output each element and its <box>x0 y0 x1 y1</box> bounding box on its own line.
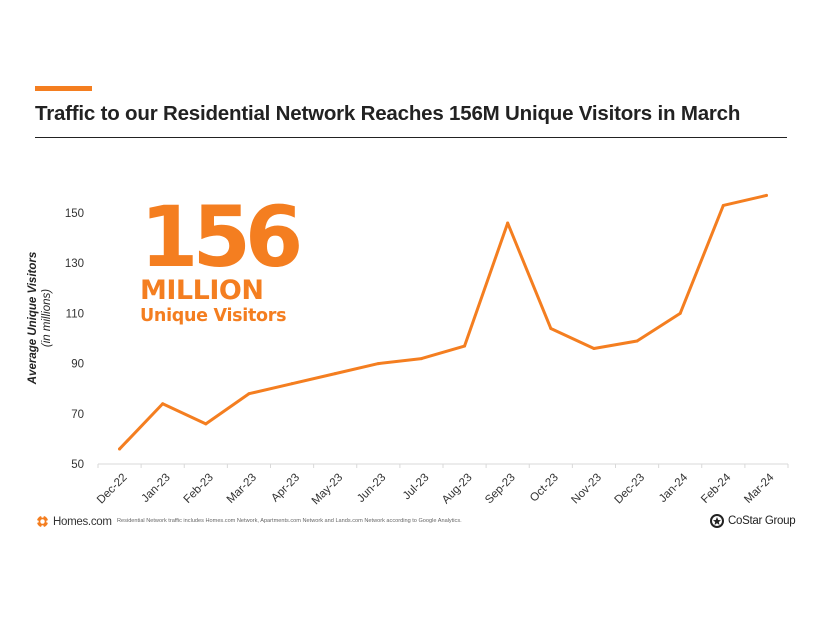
data-point <box>506 221 510 225</box>
costar-logo-icon <box>710 514 724 528</box>
y-tick-label: 90 <box>71 359 84 371</box>
x-tick-label: Jul-23 <box>401 472 432 503</box>
data-point <box>678 311 682 315</box>
data-point <box>635 339 639 343</box>
data-point <box>247 392 251 396</box>
x-tick-label: Feb-24 <box>699 471 734 506</box>
y-tick-label: 50 <box>71 459 84 471</box>
homes-logo-icon <box>36 515 49 528</box>
series-line <box>118 193 768 451</box>
x-tick-label: Dec-23 <box>612 472 647 507</box>
x-tick-label: Nov-23 <box>569 472 604 507</box>
costar-logo-text: CoStar Group <box>728 515 796 527</box>
x-tick-label: Apr-23 <box>269 472 302 505</box>
callout-label: Unique Visitors <box>140 306 287 326</box>
y-axis-label: Average Unique Visitors <box>27 252 39 386</box>
homes-logo: Homes.com <box>36 515 112 528</box>
x-tick-label: Feb-23 <box>182 472 216 506</box>
data-point <box>161 402 165 406</box>
data-point <box>463 344 467 348</box>
x-tick-label: Aug-23 <box>440 472 475 507</box>
data-point <box>549 326 553 330</box>
data-point <box>118 447 122 451</box>
x-tick-label: May-23 <box>310 472 346 508</box>
data-point <box>764 193 768 197</box>
x-tick-label: Oct-23 <box>528 472 561 505</box>
x-axis: Dec-22 Jan-23 Feb-23 Mar-23 Apr-23 May-23 Jun-… <box>95 463 789 508</box>
x-tick-label: Jun-23 <box>355 472 388 505</box>
callout-number: 156 <box>140 188 303 286</box>
data-point <box>290 382 294 386</box>
page-title: Traffic to our Residential Network Reach… <box>35 102 741 125</box>
x-tick-label: Sep-23 <box>483 472 518 507</box>
x-tick-label: Jan-23 <box>139 472 172 505</box>
x-tick-label: Mar-23 <box>225 472 259 506</box>
homes-logo-text: Homes.com <box>53 515 112 528</box>
visitor-callout: 156 MILLION Unique Visitors <box>140 188 303 327</box>
data-point <box>376 362 380 366</box>
y-tick-label: 110 <box>66 308 84 320</box>
title-accent-bar <box>35 86 92 91</box>
data-point <box>419 357 423 361</box>
y-tick-label: 150 <box>65 208 84 220</box>
title-divider <box>35 137 787 138</box>
data-point <box>333 372 337 376</box>
data-point <box>204 422 208 426</box>
data-point <box>592 347 596 351</box>
y-axis: 50 70 90 110 130 150 <box>65 208 84 471</box>
x-tick-label: Dec-22 <box>95 472 130 507</box>
x-tick-label: Jan-24 <box>657 471 691 505</box>
callout-unit: MILLION <box>140 275 264 306</box>
y-axis-sublabel: (in millions) <box>41 289 53 347</box>
x-tick-label: Mar-24 <box>742 471 777 506</box>
y-tick-label: 130 <box>65 258 84 270</box>
costar-logo: CoStar Group <box>710 514 796 528</box>
footnote: Residential Network traffic includes Hom… <box>117 518 462 524</box>
y-tick-label: 70 <box>71 409 84 421</box>
data-point <box>721 203 725 207</box>
series-layer <box>118 193 768 451</box>
